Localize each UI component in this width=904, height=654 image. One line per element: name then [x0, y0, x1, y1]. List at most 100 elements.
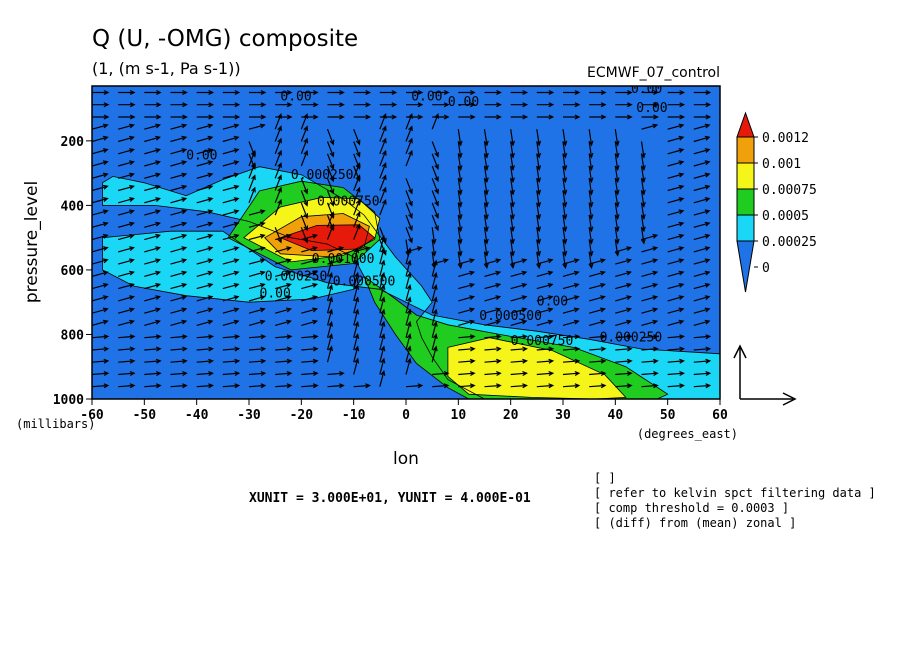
wind-vector-211 [300, 227, 309, 244]
wind-vector-272 [353, 345, 360, 363]
wind-vector-169 [248, 319, 266, 326]
wind-vector-345 [431, 320, 438, 338]
wind-vector-582 [693, 172, 711, 179]
wind-vector-495 [589, 334, 607, 340]
x-axis-ticks: -60 -50 -40 -30 -20 -10 0 10 20 30 40 50 60 [80, 399, 728, 423]
colorbar-box-3 [736, 162, 755, 190]
wind-vector-231 [326, 165, 335, 183]
wind-vector-241 [326, 271, 333, 289]
x-tick-label-7: 10 [451, 408, 467, 423]
wind-vector-232 [326, 178, 335, 195]
wind-vector-185 [274, 198, 282, 216]
wind-vector-566 [667, 283, 685, 290]
wind-vector-15 [92, 270, 109, 277]
wind-vector-229 [326, 141, 335, 158]
wind-vector-524 [615, 383, 633, 389]
wind-vector-343 [431, 296, 438, 314]
wind-vector-246 [326, 333, 333, 351]
wind-vector-516 [615, 283, 633, 290]
wind-vector-469 [562, 319, 580, 326]
wind-vector-594 [693, 319, 711, 326]
x-tick-label-2: -40 [185, 408, 209, 423]
y-tick-label-2: 600 [61, 264, 85, 279]
wind-vector-158 [248, 174, 256, 191]
wind-vector-4 [92, 135, 109, 143]
wind-vector-134 [222, 197, 240, 204]
contour-labels: 0.00 0.00 0.00 0.00 0.00 0.00 0.000250 0.000750… [186, 86, 667, 349]
wind-vector-331 [431, 165, 439, 183]
wind-vector-474 [562, 383, 581, 389]
wind-vector-422 [510, 358, 528, 364]
contour-region-6 [280, 224, 375, 251]
wind-vector-5 [92, 148, 109, 155]
wind-vector-92 [170, 295, 188, 302]
chart-subtitle: (1, (m s-1, Pa s-1)) [92, 59, 241, 78]
wind-vector-275 [379, 89, 398, 95]
x-tick-label-12: 60 [712, 408, 728, 423]
wind-vector-310 [405, 214, 413, 232]
contour-label-2: 0.00 [448, 95, 479, 110]
wind-vector-496 [589, 346, 607, 352]
colorbar-label-1: 0.00025 [762, 235, 817, 250]
y-tick-label-1: 800 [61, 328, 85, 343]
wind-vector-50 [144, 89, 162, 95]
wind-vector-26 [118, 102, 136, 108]
wind-vector-248 [327, 371, 345, 377]
wind-vector-63 [144, 246, 162, 253]
wind-vector-261 [353, 211, 361, 228]
wind-vector-424 [510, 383, 528, 389]
wind-vector-175 [275, 89, 293, 95]
wind-vector-269 [353, 308, 360, 326]
wind-vector-94 [170, 319, 188, 326]
wind-vector-56 [144, 160, 162, 167]
wind-vector-573 [667, 371, 685, 377]
wind-vector-251 [353, 102, 372, 108]
wind-vector-537 [641, 233, 659, 241]
contour-lines [102, 166, 720, 399]
wind-vector-298 [379, 357, 386, 375]
wind-vector-78 [170, 123, 188, 130]
wind-vector-203 [300, 113, 309, 130]
wind-vector-369 [458, 319, 476, 326]
wind-vector-191 [275, 283, 292, 290]
wind-vector-520 [615, 334, 633, 340]
x-tick-label-1: -50 [133, 408, 157, 423]
wind-vector-539 [641, 258, 659, 265]
wind-vector-550 [667, 89, 686, 95]
wind-vector-225 [327, 89, 345, 95]
wind-vector-87 [170, 233, 188, 241]
wind-vector-34 [118, 197, 135, 204]
wind-vector-592 [693, 295, 711, 302]
wind-vector-561 [667, 221, 685, 228]
colorbar-label-3: 0.00075 [762, 183, 817, 198]
wind-vector-282 [379, 162, 387, 179]
wind-vector-366 [458, 283, 476, 290]
wind-vector-181 [274, 149, 282, 167]
wind-vector-217 [301, 295, 319, 302]
wind-vector-223 [301, 371, 319, 377]
wind-vector-463 [562, 251, 568, 270]
colorbar-box-2 [736, 188, 755, 216]
wind-vector-547 [641, 358, 659, 364]
wind-vector-391 [484, 283, 502, 290]
wind-vector-205 [300, 137, 309, 155]
wind-vector-597 [693, 358, 712, 364]
wind-vector-443 [536, 307, 554, 314]
contour-label-4: 0.00 [636, 101, 667, 116]
wind-vector-307 [405, 178, 413, 195]
wind-vector-501 [615, 102, 633, 108]
dataset-label: ECMWF_07_control [587, 65, 720, 81]
wind-vector-37 [118, 233, 135, 241]
wind-vector-319 [405, 308, 412, 326]
x-axis-label: lon [393, 449, 419, 469]
wind-vector-157 [248, 162, 256, 179]
wind-vector-97 [170, 358, 188, 364]
wind-vector-209 [300, 202, 309, 219]
wind-vector-596 [693, 346, 712, 352]
wind-vector-46 [118, 346, 136, 352]
wind-vector-118 [196, 307, 214, 314]
wind-vector-521 [615, 346, 633, 352]
wind-vector-363 [457, 251, 463, 270]
wind-vector-44 [118, 319, 135, 326]
colorbar-label-4: 0.001 [762, 157, 801, 172]
